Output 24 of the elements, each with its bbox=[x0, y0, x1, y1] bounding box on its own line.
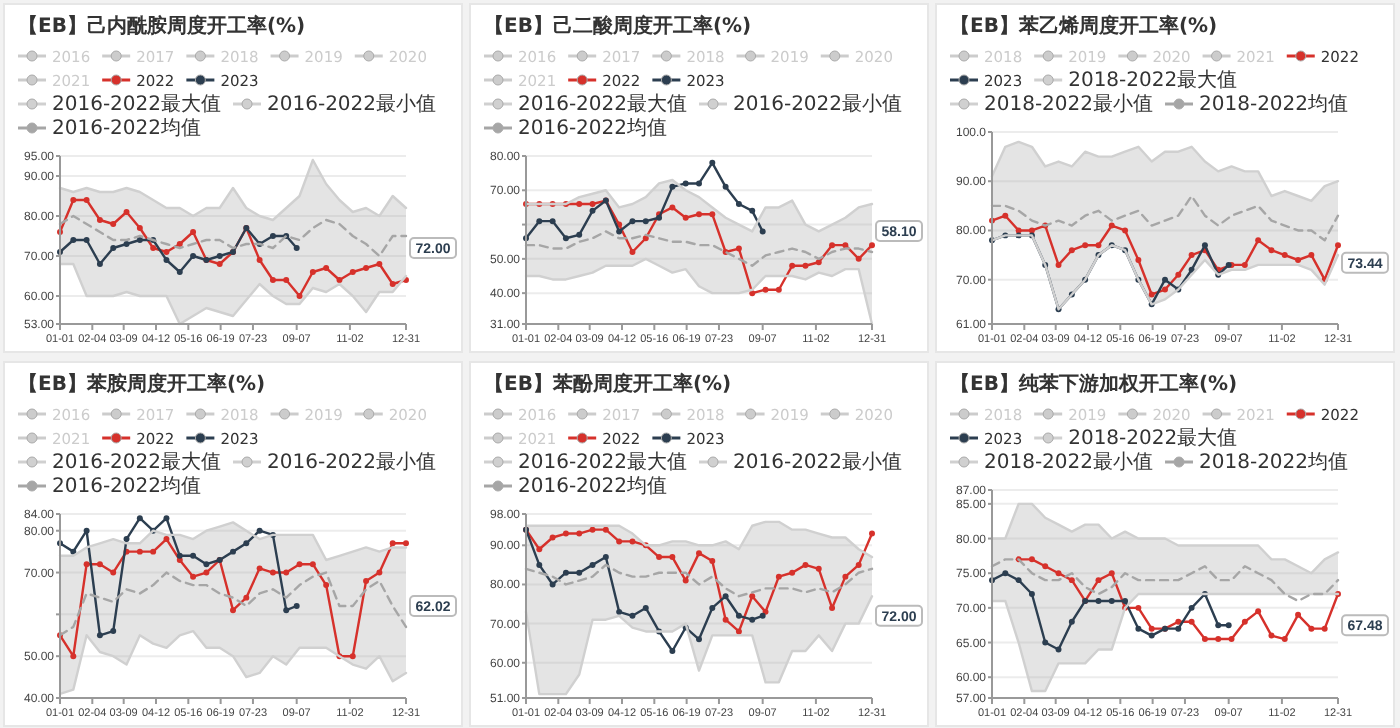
legend-label: 2016-2022均值 bbox=[518, 474, 668, 498]
legend-label: 2018-2022最小值 bbox=[984, 92, 1154, 116]
chart-title: 【EB】苯酚周度开工率(%) bbox=[484, 372, 732, 396]
legend-label: 2016-2022最大值 bbox=[52, 450, 222, 474]
legend-label: 2016-2022最大值 bbox=[52, 92, 222, 116]
legend-label: 2018-2022均值 bbox=[1199, 450, 1349, 474]
legend-label: 2016-2022均值 bbox=[52, 474, 202, 498]
legend-label: 2016-2022最小值 bbox=[733, 92, 903, 116]
legend-label: 2016-2022最大值 bbox=[518, 450, 688, 474]
chart-title: 【EB】苯乙烯周度开工率(%) bbox=[950, 14, 1218, 38]
legend-label: 2016-2022均值 bbox=[518, 116, 668, 140]
chart-title: 【EB】己二酸周度开工率(%) bbox=[484, 14, 752, 38]
legend-label: 2018-2022最大值 bbox=[1068, 68, 1238, 92]
legend-label: 2018-2022均值 bbox=[1199, 92, 1349, 116]
legend-label: 2018-2022最小值 bbox=[984, 450, 1154, 474]
legend-label: 2018-2022最大值 bbox=[1068, 426, 1238, 450]
chart-title: 【EB】苯胺周度开工率(%) bbox=[18, 372, 266, 396]
legend-label: 2016-2022最小值 bbox=[267, 450, 437, 474]
legend-label: 2016-2022最小值 bbox=[733, 450, 903, 474]
legend-label: 2016-2022均值 bbox=[52, 116, 202, 140]
chart-title: 【EB】己内酰胺周度开工率(%) bbox=[18, 14, 306, 38]
legend-label: 2016-2022最大值 bbox=[518, 92, 688, 116]
legend-label: 2016-2022最小值 bbox=[267, 92, 437, 116]
chart-title: 【EB】纯苯下游加权开工率(%) bbox=[950, 372, 1238, 396]
